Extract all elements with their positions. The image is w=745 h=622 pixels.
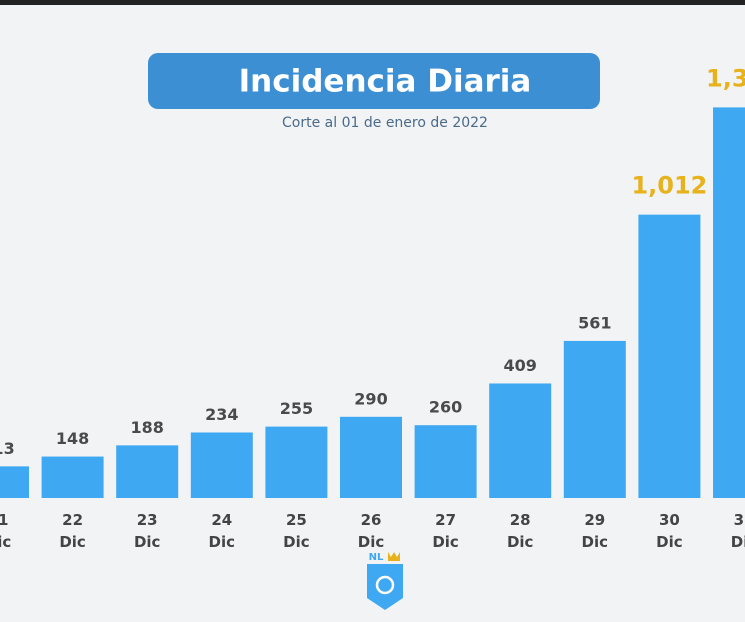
title-box: [148, 53, 600, 109]
x-tick-label: 25 Dic: [283, 511, 309, 551]
chart-title: Incidencia Diaria: [239, 64, 532, 100]
x-tick-label: 28 Dic: [507, 511, 533, 551]
logo-icon: [375, 575, 395, 595]
x-tick-label: 29 Dic: [582, 511, 608, 551]
x-tick-label: 22 Dic: [59, 511, 85, 551]
value-label: 260: [429, 398, 462, 417]
bar: [41, 456, 104, 498]
value-label: 113: [0, 439, 15, 458]
value-label: 1,012: [631, 172, 707, 200]
x-tick-label: 30 Dic: [656, 511, 682, 551]
x-tick-label: 26 Dic: [358, 511, 384, 551]
bar: [713, 107, 745, 499]
value-label: 148: [56, 429, 89, 448]
logo-text: NL: [369, 552, 384, 563]
bar: [265, 426, 328, 498]
bar: [489, 383, 552, 498]
x-tick-label: 24 Dic: [209, 511, 235, 551]
bar: [340, 416, 402, 498]
x-tick-label: 21Dic: [0, 511, 11, 551]
logo: NL: [367, 552, 403, 610]
x-tick-label: 23 Dic: [134, 511, 160, 551]
bar: [0, 466, 29, 498]
value-label: 409: [503, 356, 536, 375]
bar: [414, 425, 477, 498]
value-label: 188: [130, 418, 163, 437]
bar: [563, 340, 626, 498]
value-label: 234: [205, 405, 238, 424]
bar: [190, 432, 253, 498]
value-label: 290: [354, 389, 387, 408]
x-tick-label: 27 Dic: [432, 511, 458, 551]
logo-crown: [388, 552, 400, 561]
logo-shield: [367, 564, 403, 610]
bar: [638, 214, 701, 498]
value-label: 561: [578, 313, 611, 332]
top-strip: [0, 0, 745, 5]
value-label: 1,395: [706, 64, 745, 92]
chart-subtitle: Corte al 01 de enero de 2022: [282, 115, 488, 131]
x-tick-label: 31Dic: [731, 511, 745, 551]
bar: [116, 445, 179, 498]
value-label: 255: [280, 399, 313, 418]
